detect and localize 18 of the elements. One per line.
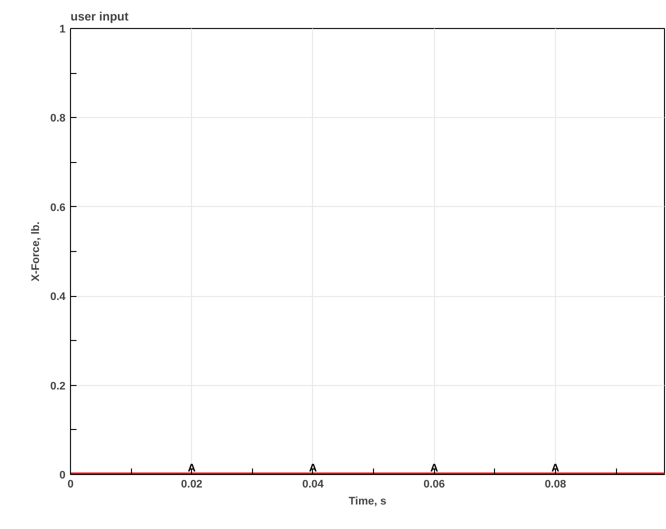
y-tick-label: 0.6 [50, 202, 66, 214]
x-tick-label: 0 [67, 478, 74, 490]
text: A [551, 462, 560, 474]
x-tick-label: 0.02 [181, 478, 202, 490]
x-axis-title: Time, s [348, 496, 386, 508]
series-label: A [188, 462, 196, 474]
x-tick-label: 0.04 [302, 478, 325, 490]
text: A [308, 462, 317, 474]
chart-title: user input [70, 10, 129, 24]
text: A [430, 462, 438, 474]
x-tick-label: 0.06 [423, 478, 445, 490]
y-tick-label: 0.4 [50, 291, 66, 304]
y-tick-label: 0 [59, 470, 66, 482]
y-tick-label: 0.8 [50, 112, 66, 125]
x-tick-label: 0.08 [544, 478, 566, 490]
y-tick-label: 0.2 [50, 380, 66, 392]
y-tick-label: 1 [59, 24, 66, 36]
y-axis-title: X-Force, lb. [30, 222, 42, 282]
